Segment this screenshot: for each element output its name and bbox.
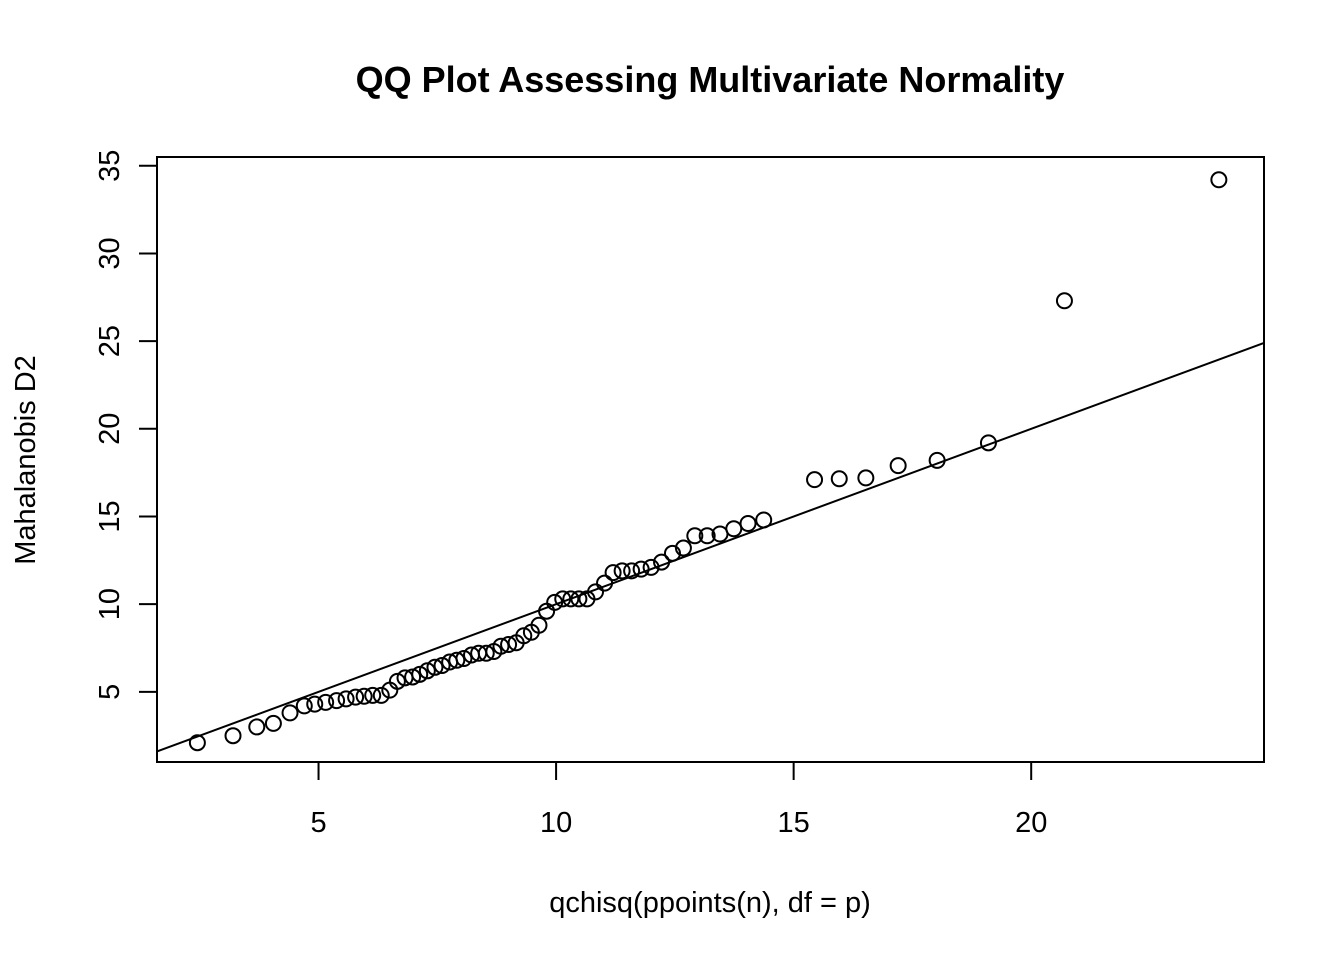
y-tick-label-20: 20 bbox=[94, 413, 126, 445]
data-point-61 bbox=[928, 451, 946, 469]
y-tick-label-25: 25 bbox=[94, 325, 126, 357]
data-point-35 bbox=[538, 602, 556, 620]
data-point-38 bbox=[562, 590, 580, 608]
data-point-42 bbox=[596, 574, 614, 592]
data-point-30 bbox=[500, 636, 518, 654]
data-point-20 bbox=[426, 658, 444, 676]
x-tick-label-20: 20 bbox=[1015, 807, 1047, 839]
data-point-52 bbox=[698, 527, 716, 545]
data-point-49 bbox=[663, 544, 681, 562]
chart-title: QQ Plot Assessing Multivariate Normality bbox=[356, 59, 1065, 100]
data-point-4 bbox=[281, 704, 299, 722]
data-point-32 bbox=[515, 627, 533, 645]
data-point-64 bbox=[1210, 171, 1228, 189]
y-axis-label: Mahalanobis D2 bbox=[10, 355, 42, 565]
data-point-24 bbox=[455, 650, 473, 668]
x-tick-label-15: 15 bbox=[778, 807, 810, 839]
data-point-13 bbox=[372, 686, 390, 704]
y-tick-label-5: 5 bbox=[94, 684, 126, 700]
data-point-19 bbox=[418, 662, 436, 680]
data-point-51 bbox=[686, 527, 704, 545]
data-point-48 bbox=[653, 553, 671, 571]
data-point-41 bbox=[587, 583, 605, 601]
y-axis: 5 10 15 20 25 30 35 bbox=[94, 150, 157, 700]
data-point-43 bbox=[604, 564, 622, 582]
data-point-56 bbox=[755, 511, 773, 529]
data-point-44 bbox=[613, 562, 631, 580]
data-point-34 bbox=[530, 616, 548, 634]
data-point-23 bbox=[448, 651, 466, 669]
data-point-5 bbox=[295, 697, 313, 715]
y-tick-label-15: 15 bbox=[94, 500, 126, 532]
y-tick-label-10: 10 bbox=[94, 588, 126, 620]
data-point-12 bbox=[364, 686, 382, 704]
data-point-11 bbox=[355, 687, 373, 705]
data-point-57 bbox=[806, 471, 824, 489]
data-point-9 bbox=[337, 690, 355, 708]
data-point-7 bbox=[317, 693, 335, 711]
x-axis: 5 10 15 20 bbox=[310, 762, 1047, 839]
data-point-1 bbox=[224, 727, 242, 745]
data-point-50 bbox=[674, 539, 692, 557]
data-point-39 bbox=[570, 590, 588, 608]
data-point-15 bbox=[388, 672, 406, 690]
data-point-37 bbox=[554, 590, 572, 608]
data-point-58 bbox=[830, 470, 848, 488]
data-point-55 bbox=[739, 515, 757, 533]
data-point-21 bbox=[433, 657, 451, 675]
reference-line-layer bbox=[157, 341, 1264, 753]
x-tick-label-5: 5 bbox=[310, 807, 326, 839]
data-point-59 bbox=[857, 469, 875, 487]
data-point-36 bbox=[546, 593, 564, 611]
data-point-46 bbox=[632, 560, 650, 578]
data-point-6 bbox=[306, 695, 324, 713]
data-point-27 bbox=[477, 644, 495, 662]
data-point-62 bbox=[979, 434, 997, 452]
data-points bbox=[188, 171, 1228, 752]
data-point-47 bbox=[642, 558, 660, 576]
plot-frame bbox=[156, 156, 1265, 763]
data-point-18 bbox=[411, 665, 429, 683]
data-point-17 bbox=[404, 668, 422, 686]
y-tick-label-35: 35 bbox=[94, 150, 126, 182]
data-point-45 bbox=[623, 562, 641, 580]
y-tick-label-30: 30 bbox=[94, 237, 126, 269]
data-point-8 bbox=[328, 692, 346, 710]
reference-line bbox=[157, 341, 1264, 753]
data-point-3 bbox=[264, 714, 282, 732]
data-point-2 bbox=[248, 718, 266, 736]
data-point-54 bbox=[725, 520, 743, 538]
data-point-63 bbox=[1055, 292, 1073, 310]
x-tick-label-10: 10 bbox=[540, 807, 572, 839]
data-point-0 bbox=[188, 734, 206, 752]
data-point-60 bbox=[889, 457, 907, 475]
x-axis-label: qchisq(ppoints(n), df = p) bbox=[549, 887, 871, 919]
data-point-10 bbox=[347, 688, 365, 706]
